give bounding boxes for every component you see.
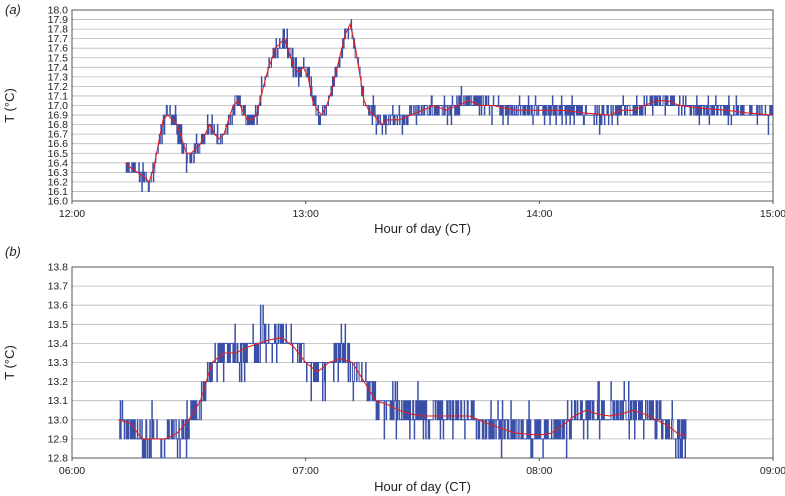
plot-frame	[71, 266, 774, 459]
y-tick-label: 16.7	[48, 129, 69, 141]
x-tick-label: 12:00	[59, 208, 85, 220]
y-axis-label: T (°C)	[2, 345, 17, 380]
x-tick-label: 07:00	[293, 465, 319, 477]
y-tick-label: 16.0	[48, 196, 69, 208]
x-tick-label: 14:00	[526, 208, 552, 220]
x-tick-label: 08:00	[526, 465, 552, 477]
y-tick-label: 13.5	[48, 319, 69, 331]
x-tick-label: 13:00	[293, 208, 319, 220]
plot-frame	[71, 9, 774, 202]
x-tick-label: 15:00	[760, 208, 785, 220]
y-tick-label: 17.4	[48, 62, 69, 74]
y-tick-label: 13.7	[48, 281, 69, 293]
panel-label-b: (b)	[5, 244, 21, 259]
y-tick-label: 16.1	[48, 186, 69, 198]
series-raw-line	[125, 19, 773, 192]
series-smoothed-line	[118, 337, 686, 440]
y-tick-label: 16.9	[48, 110, 69, 122]
y-tick-label: 16.3	[48, 167, 69, 179]
x-axis-label: Hour of day (CT)	[374, 479, 471, 494]
y-tick-label: 16.4	[48, 157, 69, 169]
y-tick-label: 18.0	[48, 5, 69, 17]
x-tick-label: 06:00	[59, 465, 85, 477]
y-tick-label: 16.2	[48, 176, 69, 188]
y-axis-label: T (°C)	[2, 88, 17, 123]
y-tick-label: 16.8	[48, 119, 69, 131]
y-tick-label: 12.8	[48, 453, 69, 465]
y-tick-label: 17.6	[48, 43, 69, 55]
y-tick-label: 13.3	[48, 357, 69, 369]
series-smoothed-line	[125, 22, 772, 183]
y-tick-label: 17.2	[48, 81, 69, 93]
y-tick-label: 16.5	[48, 148, 69, 160]
y-tick-label: 13.6	[48, 300, 69, 312]
y-tick-label: 13.8	[48, 262, 69, 274]
x-axis-label: Hour of day (CT)	[374, 221, 471, 236]
y-tick-label: 17.3	[48, 71, 69, 83]
y-tick-label: 16.6	[48, 138, 69, 150]
y-tick-label: 13.2	[48, 376, 69, 388]
y-tick-label: 17.1	[48, 90, 69, 102]
y-tick-label: 17.8	[48, 24, 69, 36]
panel-label-a: (a)	[5, 2, 21, 17]
y-tick-label: 17.7	[48, 33, 69, 45]
y-tick-label: 17.9	[48, 14, 69, 26]
y-tick-label: 17.5	[48, 52, 69, 64]
y-tick-label: 13.4	[48, 338, 69, 350]
y-tick-label: 17.0	[48, 100, 69, 112]
x-tick-label: 09:00	[760, 465, 785, 477]
y-tick-label: 13.1	[48, 395, 69, 407]
y-tick-label: 12.9	[48, 433, 69, 445]
y-tick-label: 13.0	[48, 414, 69, 426]
